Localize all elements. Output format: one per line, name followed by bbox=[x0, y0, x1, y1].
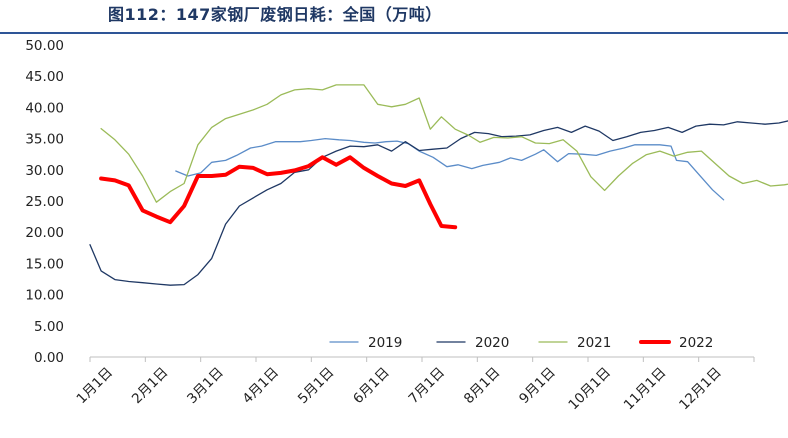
y-tick-label: 25.00 bbox=[25, 194, 64, 210]
y-tick-label: 10.00 bbox=[25, 288, 64, 304]
x-tick-label: 5月1日 bbox=[295, 365, 338, 408]
legend-label-2021: 2021 bbox=[577, 335, 611, 351]
x-tick-label: 1月1日 bbox=[74, 365, 117, 408]
series-line-2019 bbox=[175, 137, 725, 201]
legend-label-2020: 2020 bbox=[475, 335, 509, 351]
y-tick-label: 50.00 bbox=[25, 38, 64, 54]
y-tick-label: 20.00 bbox=[25, 225, 64, 241]
x-tick-label: 8月1日 bbox=[461, 365, 504, 408]
x-tick-label: 12月1日 bbox=[676, 365, 725, 414]
y-axis: 0.00 5.00 10.00 15.00 20.00 25.00 30.00 35.00 40… bbox=[25, 38, 64, 366]
legend-label-2019: 2019 bbox=[368, 335, 402, 351]
chart-title: 图112：147家钢厂废钢日耗：全国（万吨） bbox=[108, 5, 442, 24]
x-tick-label: 7月1日 bbox=[406, 365, 449, 408]
legend-label-2022: 2022 bbox=[679, 335, 713, 351]
y-tick-label: 35.00 bbox=[25, 132, 64, 148]
x-tick-label: 10月1日 bbox=[565, 365, 614, 414]
y-tick-label: 15.00 bbox=[25, 256, 64, 272]
x-axis: 1月1日 2月1日 3月1日 4月1日 5月1日 6月1日 7月1日 8月1日 9月1日 10月1… bbox=[74, 356, 755, 414]
y-tick-label: 30.00 bbox=[25, 163, 64, 179]
series-line-2022 bbox=[99, 155, 458, 230]
y-tick-label: 45.00 bbox=[25, 69, 64, 85]
x-tick-label: 2月1日 bbox=[129, 365, 172, 408]
y-tick-label: 0.00 bbox=[34, 350, 64, 366]
y-tick-label: 40.00 bbox=[25, 100, 64, 116]
x-tick-label: 11月1日 bbox=[621, 365, 670, 414]
y-tick-label: 5.00 bbox=[34, 319, 64, 335]
series-line-2020 bbox=[89, 120, 788, 286]
x-tick-label: 6月1日 bbox=[350, 365, 393, 408]
title-divider bbox=[0, 32, 788, 34]
series-lines bbox=[89, 84, 788, 286]
x-tick-label: 9月1日 bbox=[516, 365, 559, 408]
legend: 2019 2020 2021 2022 bbox=[329, 335, 713, 351]
series-line-2021 bbox=[100, 84, 788, 203]
x-tick-label: 3月1日 bbox=[184, 365, 227, 408]
x-tick-label: 4月1日 bbox=[240, 365, 283, 408]
